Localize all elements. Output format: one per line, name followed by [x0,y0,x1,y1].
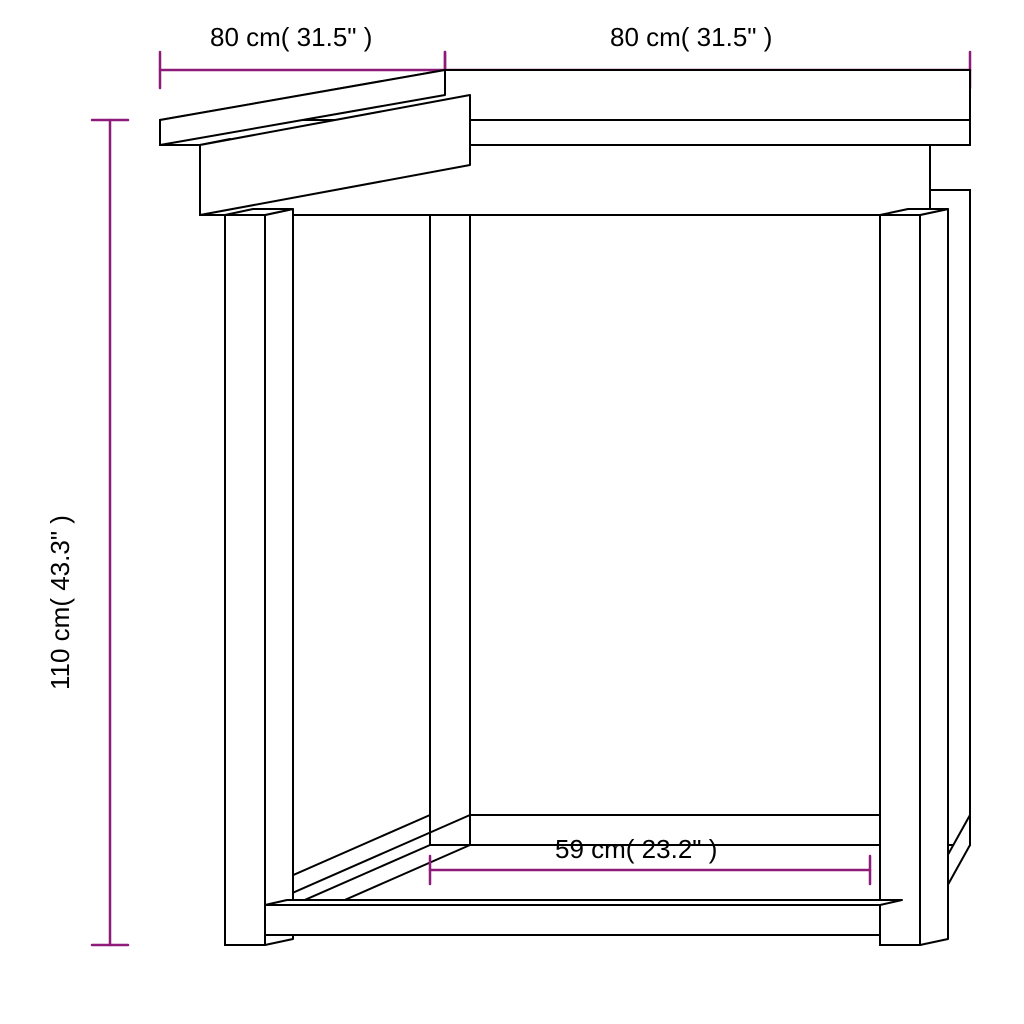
label-height: 110 cm( 43.3" ) [45,515,76,690]
dimension-drawing [0,0,1024,1024]
label-base-inner: 59 cm( 23.2" ) [555,834,717,865]
label-top-depth: 80 cm( 31.5" ) [210,22,372,53]
label-top-width: 80 cm( 31.5" ) [610,22,772,53]
